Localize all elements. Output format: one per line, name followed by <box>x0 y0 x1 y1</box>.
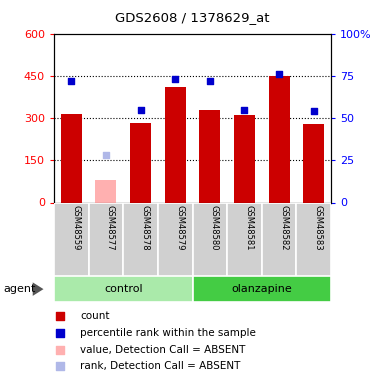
Bar <box>262 202 296 276</box>
Bar <box>165 87 186 202</box>
Point <box>103 152 109 158</box>
Point <box>57 330 63 336</box>
Text: GSM48583: GSM48583 <box>314 205 323 251</box>
Bar <box>61 114 82 202</box>
Point <box>57 313 63 319</box>
Bar <box>227 202 262 276</box>
Text: GSM48580: GSM48580 <box>210 205 219 250</box>
Point <box>311 108 317 114</box>
Bar <box>192 276 331 302</box>
Point <box>137 106 144 112</box>
Bar <box>123 202 158 276</box>
Text: count: count <box>80 311 110 321</box>
Point <box>68 78 74 84</box>
Bar <box>199 110 220 202</box>
Bar <box>95 180 116 203</box>
Point <box>276 71 282 77</box>
Point <box>241 106 248 112</box>
Point <box>172 76 178 82</box>
Text: GDS2608 / 1378629_at: GDS2608 / 1378629_at <box>115 11 270 24</box>
Text: GSM48559: GSM48559 <box>71 205 80 250</box>
Bar <box>296 202 331 276</box>
Text: olanzapine: olanzapine <box>231 284 292 294</box>
Text: GSM48579: GSM48579 <box>175 205 184 250</box>
Bar <box>54 202 89 276</box>
Bar <box>192 202 227 276</box>
Point <box>207 78 213 84</box>
Text: value, Detection Call = ABSENT: value, Detection Call = ABSENT <box>80 345 246 354</box>
Bar <box>269 76 290 202</box>
Text: GSM48577: GSM48577 <box>106 205 115 251</box>
Text: percentile rank within the sample: percentile rank within the sample <box>80 328 256 338</box>
Text: agent: agent <box>4 284 36 294</box>
Bar <box>234 116 255 202</box>
Bar <box>158 202 192 276</box>
Bar <box>303 124 324 202</box>
Text: GSM48582: GSM48582 <box>279 205 288 250</box>
Text: rank, Detection Call = ABSENT: rank, Detection Call = ABSENT <box>80 361 241 371</box>
Point <box>57 363 63 369</box>
Text: GSM48578: GSM48578 <box>141 205 149 251</box>
Text: control: control <box>104 284 142 294</box>
Bar <box>54 276 192 302</box>
Bar <box>89 202 123 276</box>
Text: GSM48581: GSM48581 <box>244 205 253 250</box>
Point <box>57 346 63 352</box>
Bar <box>130 123 151 202</box>
